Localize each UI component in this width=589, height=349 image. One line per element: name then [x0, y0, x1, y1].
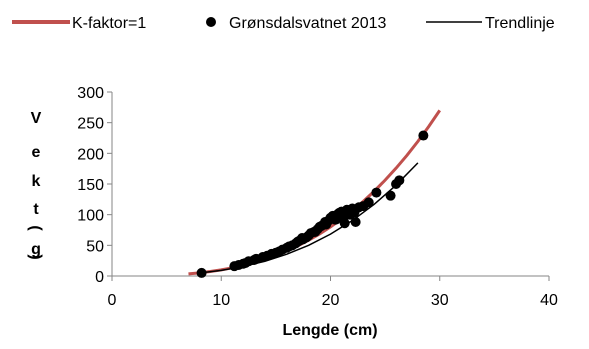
legend-label-trendlinje: Trendlinje — [485, 15, 555, 32]
y-ticks: 0 50 100 150 200 250 300 — [77, 85, 112, 286]
legend-label-gronsdalsvatnet: Grønsdalsvatnet 2013 — [229, 15, 387, 32]
data-point — [418, 130, 429, 141]
legend: K-faktor=1 Grønsdalsvatnet 2013 Trendlin… — [12, 15, 555, 32]
y-tick-label: 200 — [77, 146, 104, 163]
data-point — [349, 207, 360, 218]
x-tick-label: 30 — [431, 292, 449, 309]
data-point — [394, 175, 405, 186]
data-point — [371, 187, 382, 198]
legend-swatch-gronsdalsvatnet — [206, 17, 216, 27]
series-line-k-faktor — [188, 109, 441, 276]
x-tick-label: 40 — [540, 292, 558, 309]
legend-label-k-faktor: K-faktor=1 — [72, 15, 146, 32]
x-tick-label: 20 — [322, 292, 340, 309]
data-point — [310, 226, 321, 237]
data-point — [350, 217, 361, 228]
y-axis-title-letter: k — [32, 173, 41, 190]
y-tick-label: 300 — [77, 85, 104, 102]
data-point — [196, 267, 207, 278]
y-axis-title-letter: ) — [27, 254, 44, 259]
y-axis-title-letter: e — [32, 144, 41, 161]
x-ticks: 0 10 20 30 40 — [108, 276, 558, 309]
x-axis-title: Lengde (cm) — [282, 322, 377, 339]
x-tick-label: 0 — [108, 292, 117, 309]
y-axis-title-letter: g — [31, 241, 41, 258]
data-point — [339, 218, 350, 229]
y-axis-title-letter: ( — [27, 225, 44, 231]
y-axis-title-letter: V — [31, 110, 42, 127]
data-point — [321, 219, 332, 230]
plot-area — [188, 109, 441, 278]
data-point — [330, 214, 341, 225]
y-tick-label: 100 — [77, 208, 104, 225]
y-axis-title-letter: t — [33, 201, 39, 218]
data-point — [385, 190, 396, 201]
y-tick-label: 150 — [77, 177, 104, 194]
y-tick-label: 0 — [95, 269, 104, 286]
data-point — [363, 197, 374, 208]
y-tick-label: 50 — [86, 238, 104, 255]
x-tick-label: 10 — [212, 292, 230, 309]
data-point — [297, 232, 308, 243]
y-tick-label: 250 — [77, 116, 104, 133]
